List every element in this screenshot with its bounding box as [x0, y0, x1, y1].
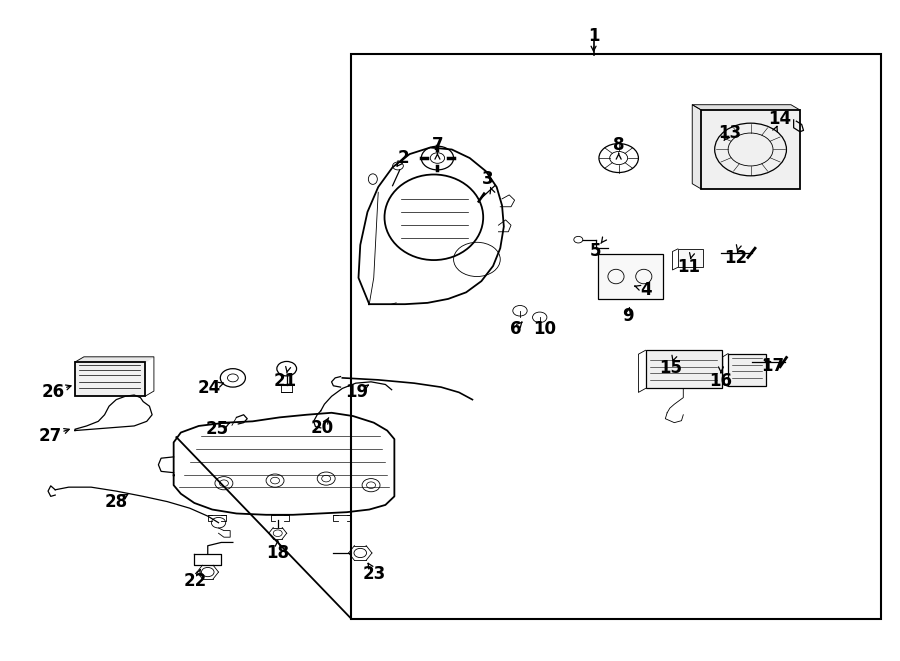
Bar: [75, 362, 145, 397]
Text: 18: 18: [266, 544, 289, 562]
Text: 1: 1: [588, 26, 599, 44]
Bar: [701, 110, 800, 189]
Text: 9: 9: [622, 307, 634, 325]
Text: 21: 21: [274, 372, 296, 390]
Text: 25: 25: [205, 420, 229, 438]
Text: 20: 20: [311, 419, 334, 437]
Text: 3: 3: [482, 170, 493, 188]
Text: 7: 7: [432, 136, 444, 154]
Text: 19: 19: [345, 383, 368, 401]
Text: 28: 28: [104, 492, 128, 511]
Text: 5: 5: [590, 242, 601, 260]
Text: 10: 10: [533, 320, 555, 338]
Text: 2: 2: [398, 149, 410, 167]
Text: 14: 14: [769, 110, 792, 128]
Text: 27: 27: [39, 427, 62, 445]
Text: 15: 15: [659, 359, 682, 377]
Polygon shape: [692, 104, 800, 110]
Bar: [678, 249, 703, 267]
Text: 6: 6: [509, 320, 521, 338]
Bar: [598, 254, 662, 299]
Text: 17: 17: [761, 357, 785, 375]
Text: 23: 23: [363, 565, 386, 583]
Text: 26: 26: [42, 383, 65, 401]
Bar: [728, 354, 766, 387]
Text: 11: 11: [677, 258, 700, 276]
Bar: [645, 350, 722, 389]
Polygon shape: [75, 357, 154, 362]
Text: 4: 4: [640, 281, 652, 299]
Text: 8: 8: [613, 136, 625, 154]
Text: 12: 12: [724, 249, 747, 267]
Text: 13: 13: [718, 124, 742, 142]
Bar: [351, 54, 881, 619]
Circle shape: [574, 237, 583, 243]
Text: 16: 16: [709, 372, 733, 390]
Polygon shape: [692, 104, 701, 189]
Text: 24: 24: [198, 379, 221, 397]
Text: 22: 22: [184, 572, 207, 590]
